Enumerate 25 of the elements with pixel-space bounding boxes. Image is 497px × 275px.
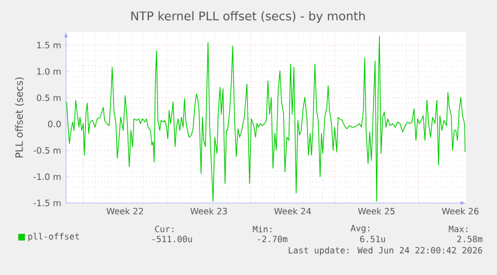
y-tick-label: -0.5 m [34, 147, 61, 154]
y-tick-label: -1.0 m [34, 173, 61, 180]
y-tick-label: 1.0 m [37, 68, 61, 75]
text: -511.00u [152, 236, 192, 242]
x-tick-label: Week 26 [442, 208, 479, 214]
y-axis-title: PLL offset (secs) [15, 78, 24, 158]
y-tick-label: -1.5 m [34, 200, 61, 206]
y-tick-label: 0.0 [48, 120, 61, 128]
line-series [66, 36, 466, 202]
x-tick-label: Week 24 [274, 208, 311, 214]
x-tick-label: Week 23 [190, 208, 227, 214]
x-tick-label: Week 22 [106, 208, 143, 214]
text: Avg: [350, 224, 370, 234]
text: 2.58m [457, 236, 482, 242]
text: Max: [448, 226, 468, 232]
text: 6.51u [360, 236, 385, 242]
text: -2.70m [258, 236, 288, 242]
text: Cur: [155, 226, 174, 232]
y-tick-label: 0.5 m [36, 94, 61, 102]
chart-title: NTP kernel PLL offset (secs) - by month [131, 11, 365, 23]
legend-label: pll-offset [28, 232, 79, 242]
y-tick-label: 1.5 m [37, 42, 61, 48]
text: Min: [252, 226, 272, 232]
x-tick-label: Week 25 [358, 208, 395, 214]
text: Last update: Wed Jun 24 22:00:42 2026 [288, 246, 482, 256]
